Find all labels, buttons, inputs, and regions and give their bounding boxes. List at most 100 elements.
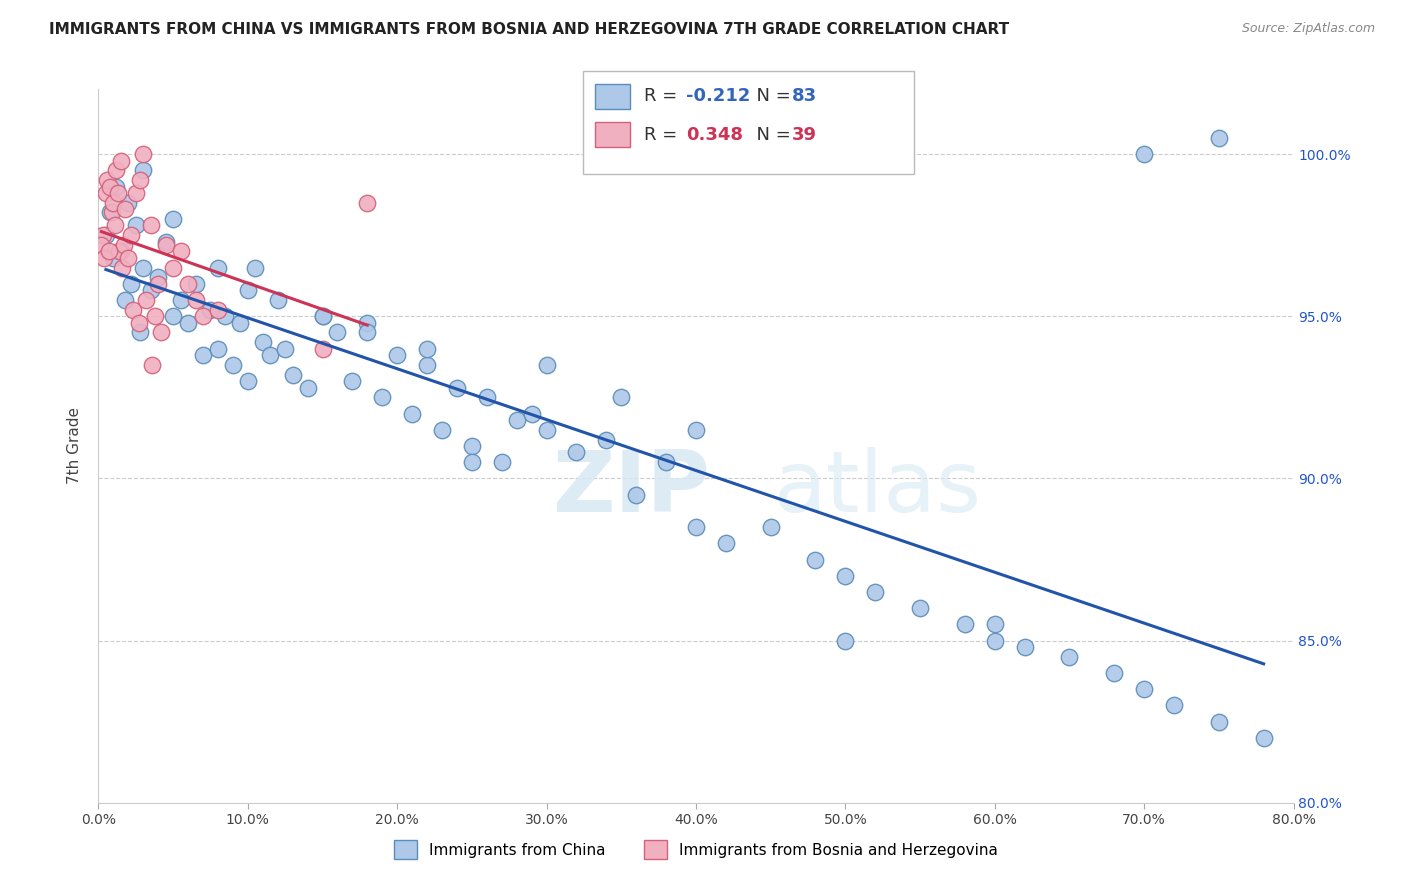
Point xyxy=(169,293,191,307)
Point xyxy=(626,488,648,502)
Point xyxy=(1163,698,1185,713)
Point xyxy=(162,260,184,275)
Point xyxy=(371,390,394,404)
Point xyxy=(114,293,136,307)
Point xyxy=(267,293,290,307)
Point xyxy=(506,413,529,427)
Point xyxy=(953,617,976,632)
Point xyxy=(96,173,118,187)
Text: 0.348: 0.348 xyxy=(686,126,744,144)
Point xyxy=(135,293,157,307)
Point xyxy=(222,358,245,372)
Text: Source: ZipAtlas.com: Source: ZipAtlas.com xyxy=(1241,22,1375,36)
Point xyxy=(610,390,633,404)
Point xyxy=(252,335,274,350)
Point xyxy=(117,251,139,265)
Point xyxy=(111,260,134,275)
Point xyxy=(207,260,229,275)
Point xyxy=(117,195,139,210)
Point xyxy=(430,423,453,437)
Point xyxy=(108,244,131,259)
Point xyxy=(107,186,129,200)
Point xyxy=(311,310,333,324)
Point xyxy=(236,374,259,388)
Text: R =: R = xyxy=(644,126,683,144)
Point xyxy=(908,601,931,615)
Point xyxy=(685,520,707,534)
Point xyxy=(132,163,155,178)
Point xyxy=(98,179,122,194)
Point xyxy=(139,283,162,297)
Point xyxy=(565,445,588,459)
Point xyxy=(714,536,737,550)
Text: R =: R = xyxy=(644,87,683,105)
Point xyxy=(1014,640,1036,654)
Point xyxy=(177,316,200,330)
Point xyxy=(416,358,439,372)
Point xyxy=(229,316,252,330)
Point xyxy=(1104,666,1126,681)
Point xyxy=(129,326,152,340)
Legend: Immigrants from China, Immigrants from Bosnia and Herzegovina: Immigrants from China, Immigrants from B… xyxy=(387,832,1005,866)
Point xyxy=(121,302,143,317)
Point xyxy=(401,407,423,421)
Point xyxy=(685,423,707,437)
Point xyxy=(155,238,177,252)
Point xyxy=(491,455,513,469)
Point xyxy=(342,374,364,388)
Text: N =: N = xyxy=(745,126,797,144)
Point xyxy=(97,244,120,259)
Point xyxy=(984,633,1007,648)
Point xyxy=(129,173,152,187)
Point xyxy=(155,235,177,249)
Point xyxy=(162,211,184,226)
Point xyxy=(132,260,155,275)
Point xyxy=(461,439,484,453)
Point xyxy=(1208,131,1230,145)
Point xyxy=(191,310,214,324)
Point xyxy=(595,433,617,447)
Point xyxy=(112,238,135,252)
Point xyxy=(1133,147,1156,161)
Text: ZIP: ZIP xyxy=(553,447,710,531)
Point xyxy=(865,585,887,599)
Point xyxy=(536,358,558,372)
Point xyxy=(120,277,142,291)
Point xyxy=(446,381,468,395)
Point xyxy=(139,219,162,233)
Point xyxy=(90,238,112,252)
Point xyxy=(91,228,114,243)
Point xyxy=(536,423,558,437)
Point xyxy=(311,310,333,324)
Point xyxy=(110,244,132,259)
Y-axis label: 7th Grade: 7th Grade xyxy=(67,408,83,484)
Point xyxy=(105,163,128,178)
Point xyxy=(214,310,236,324)
Point xyxy=(184,277,207,291)
Text: atlas: atlas xyxy=(773,447,981,531)
Point xyxy=(984,617,1007,632)
Point xyxy=(207,302,229,317)
Text: IMMIGRANTS FROM CHINA VS IMMIGRANTS FROM BOSNIA AND HERZEGOVINA 7TH GRADE CORREL: IMMIGRANTS FROM CHINA VS IMMIGRANTS FROM… xyxy=(49,22,1010,37)
Point xyxy=(1253,731,1275,745)
Point xyxy=(281,368,304,382)
Text: N =: N = xyxy=(745,87,797,105)
Point xyxy=(103,195,125,210)
Point xyxy=(356,326,378,340)
Text: -0.212: -0.212 xyxy=(686,87,751,105)
Point xyxy=(98,205,122,219)
Point xyxy=(200,302,222,317)
Point xyxy=(177,277,200,291)
Point xyxy=(148,277,170,291)
Point xyxy=(245,260,267,275)
Point xyxy=(105,179,128,194)
Point xyxy=(207,342,229,356)
Text: 39: 39 xyxy=(792,126,817,144)
Point xyxy=(1208,714,1230,729)
Text: 83: 83 xyxy=(792,87,817,105)
Point xyxy=(297,381,319,395)
Point xyxy=(1059,649,1081,664)
Point xyxy=(804,552,827,566)
Point xyxy=(162,310,184,324)
Point xyxy=(274,342,297,356)
